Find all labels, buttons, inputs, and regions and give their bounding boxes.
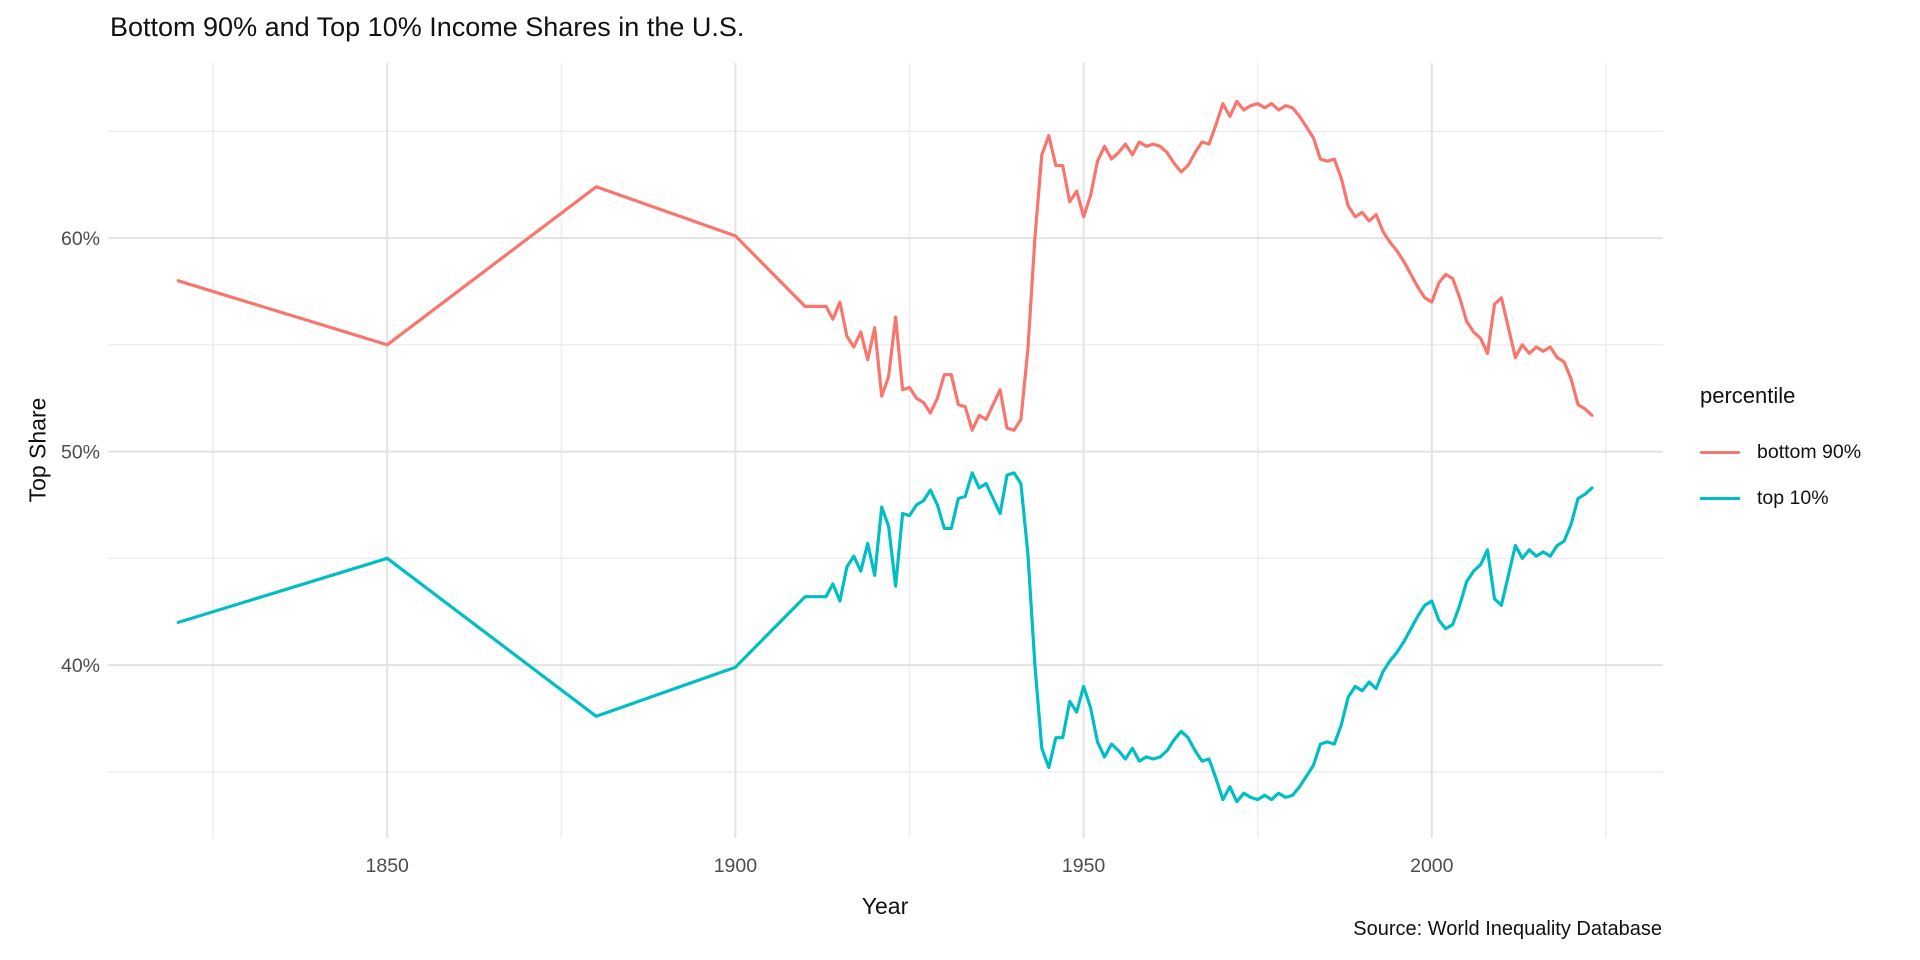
series-line-top10 — [176, 471, 1594, 804]
legend-label-bottom90: bottom 90% — [1757, 440, 1862, 463]
legend: percentile bottom 90% top 10% — [1700, 383, 1861, 521]
y-axis-title: Top Share — [24, 397, 51, 503]
x-tick-label: 1900 — [714, 855, 758, 877]
x-axis-title: Year — [861, 893, 909, 919]
x-tick-label: 1950 — [1062, 855, 1106, 877]
chart-title: Bottom 90% and Top 10% Income Shares in … — [110, 12, 745, 42]
chart-caption: Source: World Inequality Database — [1353, 918, 1662, 940]
legend-title: percentile — [1700, 383, 1796, 408]
x-tick-label: 1850 — [366, 855, 410, 877]
legend-item-bottom90: bottom 90% — [1700, 429, 1861, 475]
legend-item-top10: top 10% — [1700, 475, 1861, 521]
y-tick-label: 40% — [61, 655, 100, 677]
x-tick-label: 2000 — [1410, 855, 1454, 877]
legend-key-line-top10 — [1700, 496, 1740, 500]
y-tick-label: 50% — [61, 442, 100, 464]
legend-label-top10: top 10% — [1757, 486, 1829, 509]
y-tick-label: 60% — [61, 228, 100, 250]
legend-key-line-bottom90 — [1700, 450, 1740, 454]
series-line-bottom90 — [176, 99, 1594, 432]
